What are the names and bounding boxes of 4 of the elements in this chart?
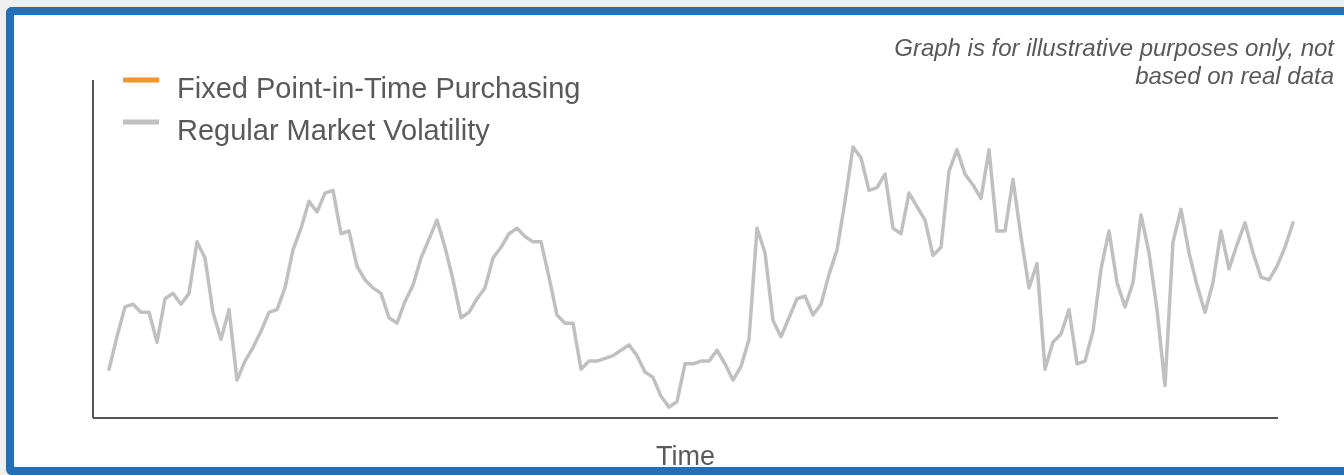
x-axis-title: Time — [656, 441, 715, 471]
legend-label: Regular Market Volatility — [177, 114, 491, 146]
text: Graph is for illustrative purposes only, not based on real data — [894, 34, 1334, 90]
legend-label: Fixed Point-in-Time Purchasing — [177, 72, 581, 104]
